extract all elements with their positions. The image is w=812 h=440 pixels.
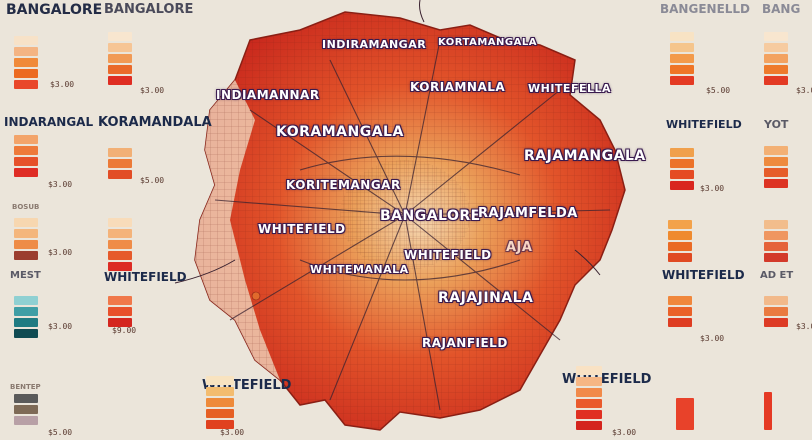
map-label-rajajinala: RAJAJINALA (438, 290, 534, 306)
legend-price-h: $3.00 (48, 248, 73, 257)
legend-row3-left (14, 218, 38, 260)
legend-price-l: $3.00 (796, 322, 812, 331)
map-label-whitefield-mid: WHITEFIELD (404, 248, 492, 262)
legend-price-b: $3.00 (140, 86, 165, 95)
legend-price-m: $5.00 (48, 428, 73, 437)
map-label-whitemanala: WHITEMANALA (310, 263, 409, 276)
legend-top-right-2 (764, 32, 788, 85)
map-label-rajamfelda: RAJAMFELDA (478, 206, 578, 221)
legend-row3-right (668, 220, 692, 262)
side-label-bottom-left-small: BENTEP (10, 383, 41, 391)
side-label-koramandala: KORAMANDALA (98, 115, 212, 130)
side-label-top-right-far: BANG (762, 2, 801, 16)
map-label-rajanfield: RAJANFIELD (422, 336, 508, 350)
legend-top-right (670, 32, 694, 85)
map-label-koritemangar: KORITEMANGAR (286, 178, 401, 192)
side-label-indarangal: INDARANGAL (4, 115, 94, 129)
map-label-whitefella: WHITEFELLA (528, 82, 612, 95)
map-label-indiamannar: INDIAMANNAR (216, 88, 320, 102)
map-label-koramangala: KORAMANGALA (276, 124, 404, 140)
side-label-yo-right: YOT (764, 118, 789, 131)
legend-row4-left-2 (108, 296, 132, 327)
legend-bottom-center (206, 376, 234, 429)
legend-row2-left-2 (108, 148, 132, 179)
map-label-rajamangala: RAJAMANGALA (524, 148, 646, 164)
legend-price-n: $3.00 (220, 428, 245, 437)
legend-bottom-right-2 (676, 398, 694, 430)
legend-teal (14, 296, 38, 338)
legend-row4-right-2 (764, 296, 788, 327)
legend-row3-left-2 (108, 218, 132, 271)
legend-price-k: $3.00 (700, 334, 725, 343)
map-label-aja: AJA (506, 240, 533, 255)
legend-row2-left (14, 135, 38, 177)
legend-price-e: $3.00 (48, 180, 73, 189)
side-label-top-right: BANGENELLD (660, 2, 751, 16)
legend-price-i: $3.00 (48, 322, 73, 331)
legend-price-o: $3.00 (612, 428, 637, 437)
map-label-kortamangala-top: KORTAMANGALA (438, 37, 537, 48)
legend-row4-right (668, 296, 692, 327)
side-label-whitefield-lower-right: WHITEFIELD (662, 268, 745, 282)
legend-row2-right (670, 148, 694, 190)
legend-price-j: $9.00 (112, 326, 137, 335)
legend-bottom-right (576, 366, 602, 430)
map-label-bangalore: BANGALORE (380, 208, 481, 224)
legend-price-d: $3.00 (796, 86, 812, 95)
legend-row2-right-2 (764, 146, 788, 188)
legend-top-left (14, 36, 38, 89)
side-label-top-left: BANGALORE (6, 2, 103, 18)
legend-price-f: $5.00 (140, 176, 165, 185)
map-label-koriamnala: KORIAMNALA (410, 80, 506, 94)
side-label-whitefield-lower-left: WHITEFIELD (104, 270, 187, 284)
side-label-whitefield-right: WHITEFIELD (666, 118, 742, 131)
map-label-whitefield-left: WHITEFIELD (258, 222, 346, 236)
side-label-mid-left-small: BOSUB (12, 203, 40, 211)
legend-top-left-2 (108, 32, 132, 85)
map-label-indiramangar: INDIRAMANGAR (322, 38, 427, 51)
legend-row3-right-2 (764, 220, 788, 262)
legend-price-a: $3.00 (50, 80, 75, 89)
side-label-ad-right: AD ET (760, 270, 794, 281)
side-label-lower-left-small: MEST (10, 270, 41, 281)
legend-price-g: $3.00 (700, 184, 725, 193)
legend-bottom-right-3 (764, 392, 772, 430)
legend-price-c: $5.00 (706, 86, 731, 95)
legend-bottom-left (14, 394, 38, 425)
side-label-top-left-faint: BANGALORE (104, 2, 194, 17)
